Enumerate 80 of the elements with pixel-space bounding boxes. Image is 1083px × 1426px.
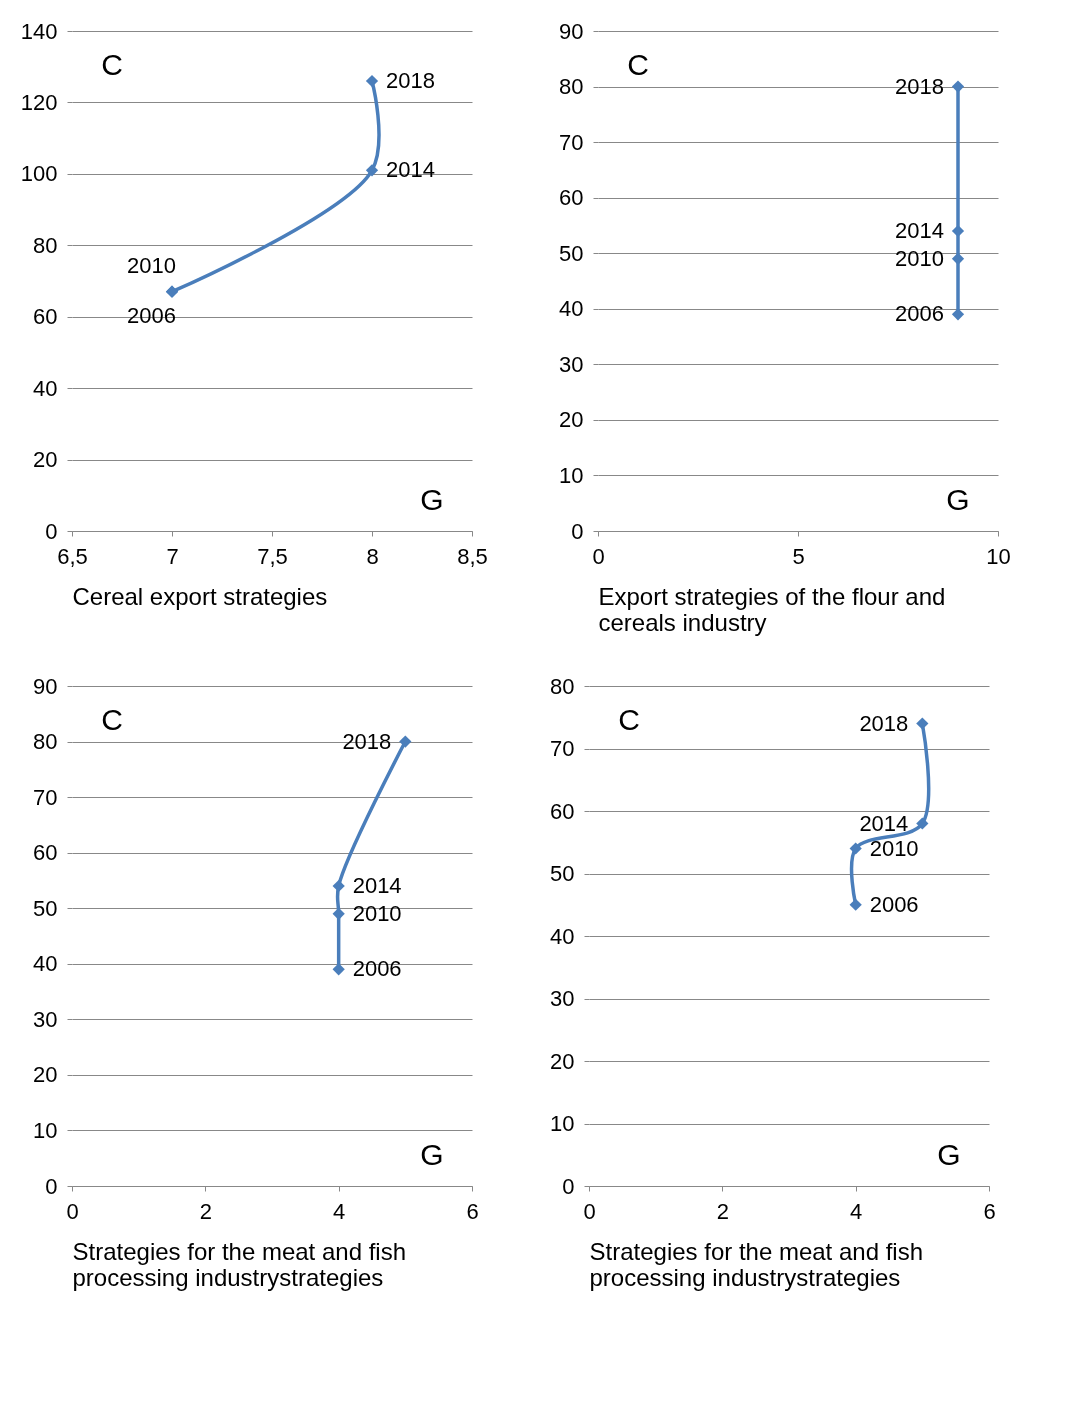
annotation: 2018 xyxy=(859,710,909,736)
annotation: 2006 xyxy=(895,301,944,327)
annotation: 2006 xyxy=(127,302,176,328)
x-tick-label: 6 xyxy=(983,1198,996,1224)
x-axis-title: Strategies for the meat and fish processing industrystrategies xyxy=(589,1237,924,1291)
x-axis-title: Strategies for the meat and fish processing industrystrategies xyxy=(72,1237,407,1291)
x-tick-label: 7,5 xyxy=(257,543,288,569)
annotation: 2010 xyxy=(352,900,402,926)
annotation: G xyxy=(937,1138,961,1171)
y-tick-label: 70 xyxy=(33,784,58,810)
x-axis-title: Export strategies of the flour and cereals industry xyxy=(598,582,946,636)
y-tick-label: 90 xyxy=(559,18,584,44)
y-tick-label: 70 xyxy=(559,129,584,155)
x-tick-label: 4 xyxy=(333,1198,346,1224)
y-tick-label: 60 xyxy=(559,185,584,211)
y-tick-label: 0 xyxy=(45,1173,58,1199)
y-tick-label: 40 xyxy=(33,375,58,401)
y-tick-label: 30 xyxy=(550,986,575,1011)
x-tick-label: 0 xyxy=(592,543,605,569)
annotation: 2010 xyxy=(895,245,944,271)
y-tick-label: 30 xyxy=(33,1006,58,1032)
annotation: C xyxy=(101,48,123,81)
annotation: 2014 xyxy=(352,873,402,898)
y-tick-label: 80 xyxy=(550,673,575,699)
y-tick-label: 40 xyxy=(559,296,584,322)
y-tick-label: 40 xyxy=(33,951,58,977)
y-tick-label: 120 xyxy=(20,89,58,115)
y-tick-label: 70 xyxy=(550,736,575,761)
y-tick-label: 10 xyxy=(550,1111,575,1136)
y-tick-label: 30 xyxy=(559,351,584,377)
y-tick-label: 80 xyxy=(33,729,58,755)
x-tick-label: 5 xyxy=(792,543,805,569)
x-tick-label: 10 xyxy=(986,543,1011,569)
x-tick-label: 2 xyxy=(716,1198,729,1224)
x-tick-label: 7 xyxy=(166,543,179,569)
annotation: C xyxy=(618,703,640,736)
y-tick-label: 60 xyxy=(550,798,575,824)
x-tick-label: 8 xyxy=(366,543,379,569)
x-tick-label: 2 xyxy=(199,1198,212,1224)
y-tick-label: 50 xyxy=(559,240,584,266)
annotation: 2018 xyxy=(342,728,392,754)
y-tick-label: 80 xyxy=(33,232,58,258)
y-tick-label: 20 xyxy=(550,1048,575,1074)
y-tick-label: 0 xyxy=(571,518,584,544)
y-tick-label: 20 xyxy=(33,447,58,473)
annotation: G xyxy=(420,483,444,516)
annotation: C xyxy=(101,703,123,736)
y-tick-label: 20 xyxy=(559,407,584,433)
y-tick-label: 140 xyxy=(20,18,58,44)
y-tick-label: 50 xyxy=(33,895,58,921)
y-tick-label: 0 xyxy=(45,518,58,544)
y-tick-label: 20 xyxy=(33,1062,58,1088)
annotation: 2006 xyxy=(352,956,402,982)
y-tick-label: 40 xyxy=(550,923,575,949)
y-tick-label: 50 xyxy=(550,861,575,886)
x-tick-label: 6,5 xyxy=(57,543,88,569)
annotation: 2014 xyxy=(386,157,435,183)
y-tick-label: 60 xyxy=(33,840,58,866)
annotation: 2018 xyxy=(386,68,435,93)
annotation: 2014 xyxy=(895,218,944,243)
x-axis-title: Cereal export strategies xyxy=(72,582,328,610)
y-tick-label: 0 xyxy=(562,1173,575,1199)
y-tick-label: 90 xyxy=(33,673,58,699)
x-tick-label: 8,5 xyxy=(457,543,488,569)
x-tick-label: 6 xyxy=(466,1198,479,1224)
annotation: 2010 xyxy=(127,252,176,278)
annotation: G xyxy=(420,1138,444,1171)
annotation: G xyxy=(946,483,970,516)
x-tick-label: 0 xyxy=(66,1198,79,1224)
y-tick-label: 80 xyxy=(559,74,584,100)
annotation: C xyxy=(627,48,649,81)
annotation: 2010 xyxy=(869,835,919,861)
annotation: 2018 xyxy=(895,73,944,99)
annotation: 2006 xyxy=(869,891,919,917)
y-tick-label: 100 xyxy=(20,161,58,187)
y-tick-label: 10 xyxy=(559,462,584,488)
x-tick-label: 4 xyxy=(850,1198,863,1224)
y-tick-label: 10 xyxy=(33,1117,58,1143)
annotation: 2014 xyxy=(859,810,909,836)
y-tick-label: 60 xyxy=(33,304,58,330)
